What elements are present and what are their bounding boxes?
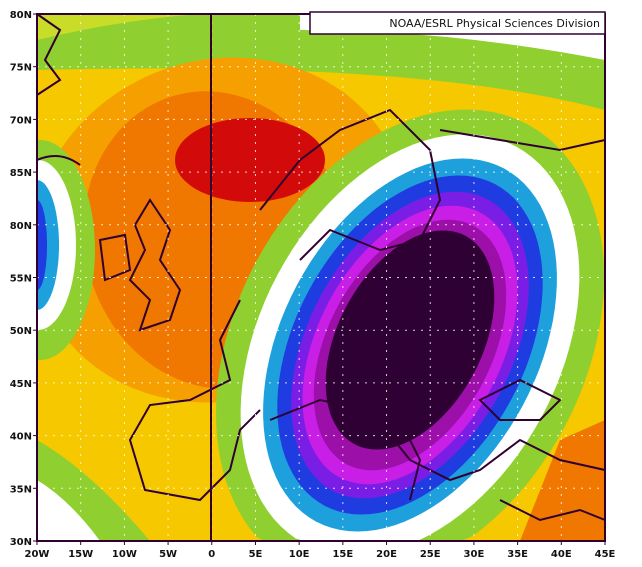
ireland-coastline (98, 233, 132, 282)
western-europe-coastline (128, 299, 261, 502)
graticule (37, 14, 605, 541)
west-cell-blue (37, 200, 47, 290)
greenland-coastline (36, 13, 62, 96)
latitude-label: 30N (10, 537, 32, 548)
latitude-label: 70N (10, 115, 32, 126)
iceland-coastline (36, 155, 81, 166)
mediterranean-coastline (269, 398, 606, 482)
map-title: NOAA/ESRL Physical Sciences Division (389, 17, 600, 30)
longitude-label: 35E (507, 549, 528, 560)
longitude-label: 20E (376, 549, 397, 560)
latitude-label: 55N (10, 274, 32, 285)
latitude-label: 50N (10, 326, 32, 337)
northwest-yellow-green-band (37, 14, 200, 40)
contour-fields (36, 13, 606, 541)
scandinavia-coastline (259, 108, 442, 261)
longitude-label: 20W (25, 549, 50, 560)
longitude-label: 0 (208, 549, 215, 560)
title-box (309, 11, 606, 35)
coastlines (36, 13, 606, 522)
longitude-label: 25E (420, 549, 441, 560)
longitude-label: 10W (112, 549, 137, 560)
southeast-coastline (499, 499, 606, 522)
latitude-label: 80N (10, 221, 32, 232)
latitude-label: 35N (10, 484, 32, 495)
latitude-label: 40N (10, 432, 32, 443)
longitude-label: 15E (332, 549, 353, 560)
great-britain-coastline (128, 198, 182, 332)
longitude-label: 5W (159, 549, 177, 560)
black-sea-coastline (478, 378, 562, 421)
latitude-label: 85N (10, 168, 32, 179)
latitude-label: 80N (10, 10, 32, 21)
longitude-label: 45E (595, 549, 616, 560)
longitude-label: 30E (464, 549, 485, 560)
longitude-label: 40E (551, 549, 572, 560)
italy-coastline (379, 379, 422, 501)
longitude-label: 15W (68, 549, 93, 560)
longitude-label: 10E (289, 549, 310, 560)
northeast-coastline (439, 129, 606, 152)
latitude-label: 75N (10, 63, 32, 74)
longitude-labels: 20W 15W 10W 5W 0 5E 10E 15E 20E 25E 30E 35E 40E 45E (25, 541, 616, 560)
low-core (325, 230, 495, 450)
latitude-labels: 80N 75N 70N 85N 80N 55N 50N 45N 40N 35N 30N (10, 10, 37, 548)
latitude-label: 45N (10, 379, 32, 390)
southwest-white-band (37, 480, 100, 541)
high-core (175, 118, 325, 202)
longitude-label: 5E (249, 549, 263, 560)
